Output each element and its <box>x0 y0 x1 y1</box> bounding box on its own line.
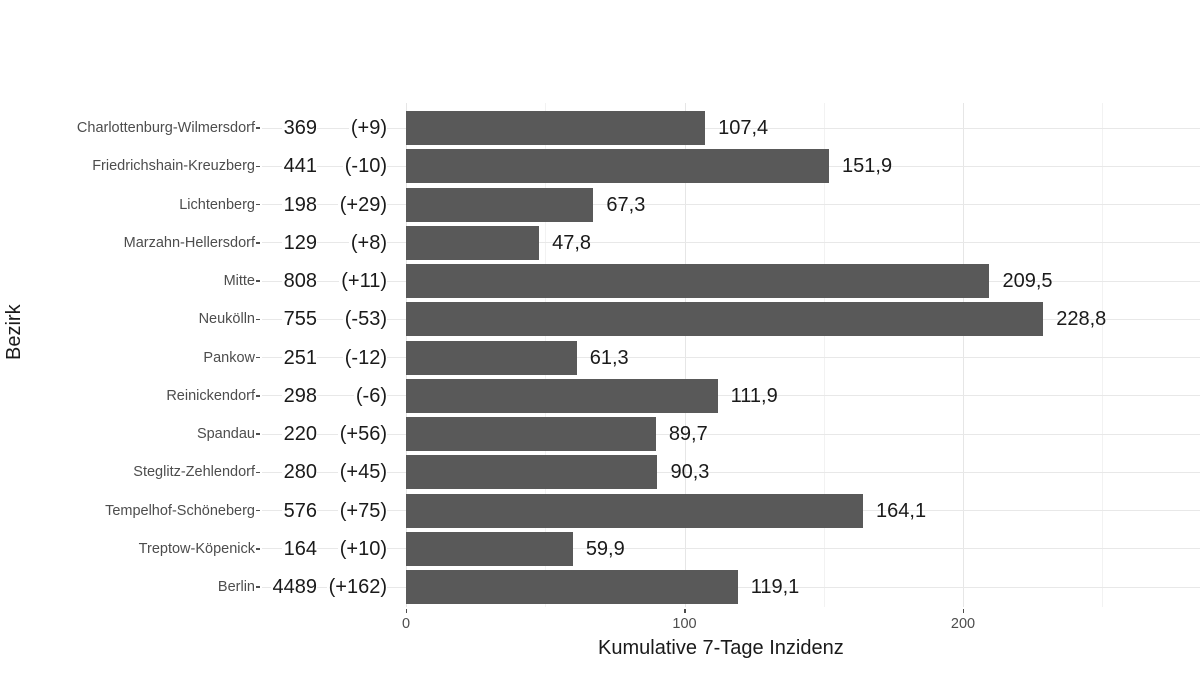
bar-value-label: 47,8 <box>552 231 592 254</box>
x-axis-tick <box>684 609 686 613</box>
case-change-label: (-12) <box>342 345 387 370</box>
y-axis-tick <box>256 509 260 512</box>
x-axis-tick <box>962 609 964 613</box>
case-change-label: (+8) <box>348 230 387 255</box>
bar-value-label: 209,5 <box>1002 270 1053 292</box>
bar <box>406 455 658 490</box>
x-axis-tick-label: 100 <box>672 616 697 632</box>
horizontal-gridline <box>262 548 1200 550</box>
case-count-label: 298 <box>281 383 317 408</box>
category-label: Lichtenberg <box>179 196 255 213</box>
x-axis-title: Kumulative 7-Tage Inzidenz <box>598 637 844 659</box>
y-axis-tick <box>256 242 260 244</box>
bar <box>406 149 830 184</box>
horizontal-gridline <box>262 471 1200 473</box>
y-axis-tick <box>256 471 260 473</box>
horizontal-gridline <box>262 395 1200 397</box>
y-axis-tick <box>256 586 260 588</box>
case-change-label: (+56) <box>337 422 387 446</box>
case-change-label: (+45) <box>337 460 387 485</box>
case-change-label: (+10) <box>337 536 387 561</box>
bar-value-label: 111,9 <box>730 384 778 407</box>
y-axis-tick <box>256 127 260 129</box>
category-label: Spandau <box>196 426 255 442</box>
y-axis-tick <box>256 318 260 320</box>
bar-value-label: 67,3 <box>606 193 646 216</box>
minor-gridline <box>1102 103 1104 607</box>
category-label: Neukölln <box>198 311 255 328</box>
category-label: Marzahn-Hellersdorf <box>123 234 255 251</box>
y-axis-tick <box>256 395 260 397</box>
case-count-label: 129 <box>281 230 317 255</box>
case-count-label: 576 <box>281 498 317 523</box>
x-axis-tick <box>405 609 407 613</box>
case-count-label: 4489 <box>270 575 317 599</box>
y-axis-tick <box>256 433 260 435</box>
bar-value-label: 228,8 <box>1056 308 1107 331</box>
major-gridline <box>963 103 964 607</box>
case-change-label: (+75) <box>337 498 387 523</box>
case-count-label: 198 <box>281 192 317 217</box>
y-axis-tick <box>256 203 260 206</box>
case-change-label: (-10) <box>342 154 387 179</box>
case-count-label: 280 <box>281 460 317 485</box>
major-gridline <box>684 103 686 607</box>
case-change-label: (+162) <box>326 575 387 599</box>
bar <box>406 225 540 260</box>
category-label: Mitte <box>223 273 255 289</box>
case-change-label: (-53) <box>342 307 387 332</box>
case-count-label: 251 <box>281 345 317 370</box>
bar <box>406 570 738 604</box>
category-label: Berlin <box>217 579 255 595</box>
x-axis-tick-label: 0 <box>401 616 411 632</box>
bar-value-label: 61,3 <box>589 346 629 369</box>
bar <box>406 264 990 298</box>
bar <box>406 340 577 375</box>
bar-value-label: 119,1 <box>750 576 800 598</box>
horizontal-gridline <box>262 242 1200 244</box>
y-axis-tick <box>256 548 260 550</box>
bar <box>406 493 864 528</box>
horizontal-gridline <box>262 433 1200 435</box>
case-count-label: 220 <box>281 422 317 446</box>
horizontal-gridline <box>262 357 1200 358</box>
category-label: Charlottenburg-Wilmersdorf <box>76 120 255 136</box>
bar <box>406 187 594 222</box>
case-change-label: (+9) <box>348 116 387 140</box>
case-change-label: (+29) <box>337 192 387 217</box>
y-axis-title: Bezirk <box>3 304 25 360</box>
case-count-label: 164 <box>281 536 317 561</box>
bar <box>406 378 718 413</box>
category-label: Friedrichshain-Kreuzberg <box>92 158 255 175</box>
bar-value-label: 107,4 <box>718 117 769 139</box>
bar <box>406 417 656 451</box>
category-label: Treptow-Köpenick <box>138 540 255 557</box>
horizontal-gridline <box>262 127 1200 129</box>
y-axis-tick <box>256 356 260 359</box>
bar-value-label: 89,7 <box>668 423 708 445</box>
minor-gridline <box>823 103 825 607</box>
case-change-label: (-6) <box>353 383 387 408</box>
y-axis-tick <box>256 165 260 167</box>
case-count-label: 441 <box>281 154 317 179</box>
y-axis-tick <box>256 280 260 282</box>
bar-value-label: 151,9 <box>842 155 893 178</box>
case-count-label: 369 <box>281 116 317 140</box>
bar <box>406 531 573 566</box>
case-change-label: (+11) <box>339 269 387 293</box>
horizontal-gridline <box>262 204 1200 205</box>
category-label: Pankow <box>203 349 255 366</box>
bar <box>406 111 706 145</box>
category-label: Tempelhof-Schöneberg <box>105 502 255 519</box>
case-count-label: 808 <box>281 269 317 293</box>
bar-value-label: 59,9 <box>585 537 625 560</box>
bar <box>406 302 1044 337</box>
x-axis-tick-label: 200 <box>950 616 976 632</box>
bar-value-label: 90,3 <box>670 461 710 484</box>
bar-value-label: 164,1 <box>876 499 927 522</box>
case-count-label: 755 <box>281 307 317 332</box>
category-label: Steglitz-Zehlendorf <box>133 464 255 481</box>
category-label: Reinickendorf <box>166 387 255 404</box>
